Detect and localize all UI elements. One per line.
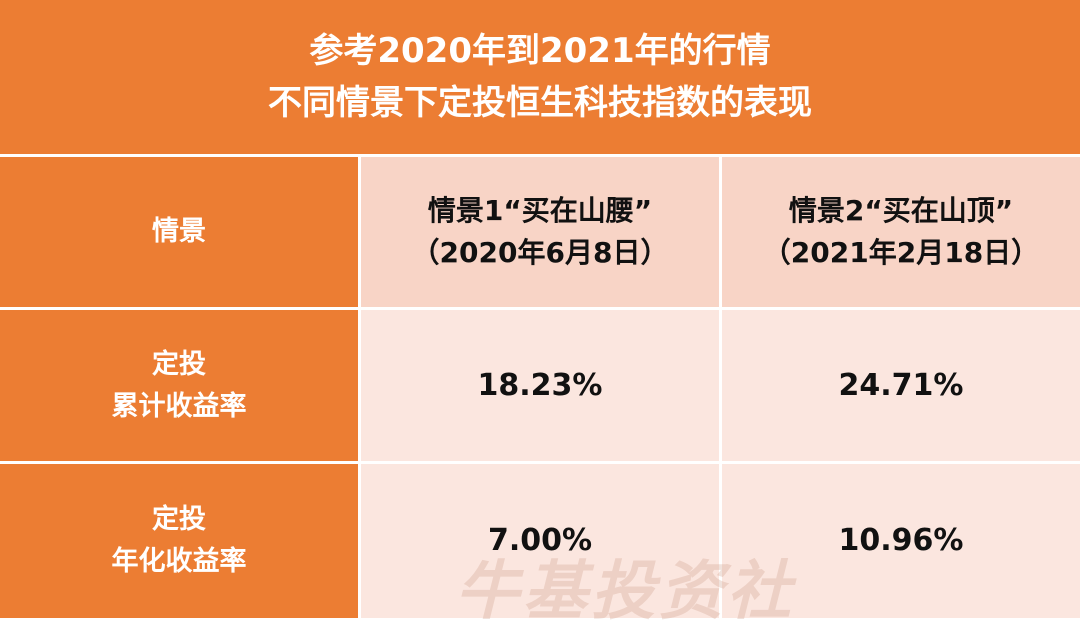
header-cell: 情景2“买在山顶” （2021年2月18日） — [722, 157, 1080, 307]
cell-line: 定投 — [152, 504, 206, 535]
title-line: 参考2020年到2021年的行情 — [309, 31, 771, 71]
cell-line: 累计收益率 — [111, 390, 247, 422]
cell-line: （2021年2月18日） — [762, 236, 1040, 269]
header-cell: 情景1“买在山腰” （2020年6月8日） — [361, 157, 719, 307]
cell-line: 情景 — [152, 216, 206, 247]
data-cell: 18.23% — [361, 310, 719, 461]
data-cell: 24.71% — [722, 310, 1080, 461]
row-label: 定投 累计收益率 — [0, 310, 358, 461]
cell-text: 10.96% — [838, 523, 964, 558]
cell-line: 年化收益率 — [111, 546, 247, 577]
cell-line: （2020年6月8日） — [411, 236, 669, 269]
cell-text: 24.71% — [838, 367, 964, 403]
title-line: 不同情景下定投恒生科技指数的表现 — [268, 83, 812, 123]
cell-text: 18.23% — [477, 367, 603, 403]
data-cell: 7.00% — [361, 464, 719, 618]
title-banner: 参考2020年到2021年的行情不同情景下定投恒生科技指数的表现 — [0, 0, 1080, 154]
data-cell: 10.96% — [722, 464, 1080, 618]
row-label: 定投 年化收益率 — [0, 464, 358, 618]
cell-line: 情景2“买在山顶” — [788, 194, 1014, 227]
cell-line: 定投 — [152, 348, 206, 380]
table: 情景 情景1“买在山腰” （2020年6月8日） 情景2“买在山顶” （2021年2月1… — [0, 157, 1080, 618]
header-cell: 情景 — [0, 157, 358, 307]
cell-text: 7.00% — [487, 523, 593, 558]
cell-line: 情景1“买在山腰” — [427, 194, 653, 227]
